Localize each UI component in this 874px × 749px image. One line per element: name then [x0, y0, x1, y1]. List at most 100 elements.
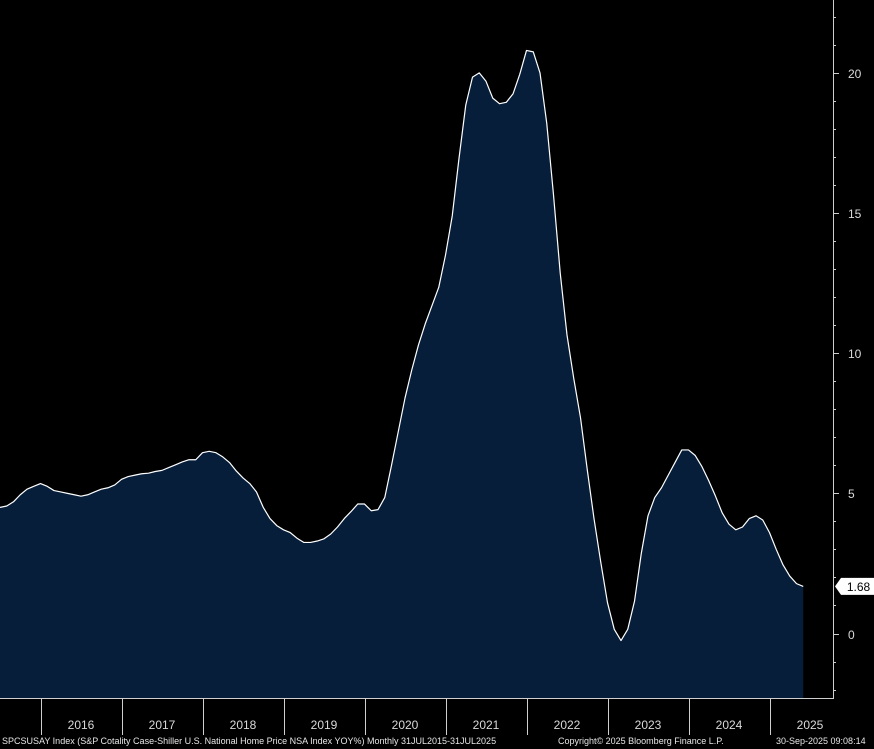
x-tick-label: 2020 — [392, 718, 419, 732]
data-point — [344, 518, 345, 519]
last-value-label: 1.68 — [847, 580, 871, 594]
data-point — [776, 549, 777, 550]
footer-security: SPCSUSAY Index (S&P Cotality Case-Shille… — [2, 736, 497, 746]
data-point — [215, 452, 216, 453]
x-tick-label: 2022 — [554, 718, 581, 732]
data-point — [242, 477, 243, 478]
data-point — [290, 532, 291, 533]
data-point — [728, 524, 729, 525]
data-point — [350, 511, 351, 512]
data-point — [425, 323, 426, 324]
y-tick-label: 0 — [848, 628, 855, 642]
data-point — [67, 493, 68, 494]
data-point — [479, 72, 480, 73]
data-point — [755, 515, 756, 516]
data-point — [681, 449, 682, 450]
y-axis: 0 5 10 15 20 — [833, 0, 862, 698]
data-point — [519, 74, 520, 75]
data-point — [769, 532, 770, 533]
series-line — [0, 49, 804, 642]
footer-bar: SPCSUSAY Index (S&P Cotality Case-Shille… — [0, 735, 874, 749]
data-point — [708, 480, 709, 481]
data-point — [202, 452, 203, 453]
data-point — [195, 459, 196, 460]
data-point — [47, 486, 48, 487]
data-point — [229, 462, 230, 463]
data-point — [492, 98, 493, 99]
data-point — [182, 461, 183, 462]
data-point — [485, 81, 486, 82]
data-point — [87, 494, 88, 495]
y-tick-label: 5 — [848, 487, 855, 501]
data-point — [188, 459, 189, 460]
footer-copyright: Copyright© 2025 Bloomberg Finance L.P. — [558, 736, 724, 746]
data-point — [283, 529, 284, 530]
data-point — [80, 496, 81, 497]
x-tick-label: 2025 — [797, 718, 824, 732]
data-point — [175, 464, 176, 465]
data-point — [600, 561, 601, 562]
x-tick-label: 2023 — [635, 718, 662, 732]
data-point — [654, 497, 655, 498]
data-point — [371, 510, 372, 511]
data-point — [101, 489, 102, 490]
data-point — [627, 629, 628, 630]
data-point — [26, 489, 27, 490]
data-point — [661, 487, 662, 488]
data-point — [411, 369, 412, 370]
data-point — [695, 455, 696, 456]
series-area — [0, 50, 804, 698]
data-point — [458, 158, 459, 159]
data-point — [539, 72, 540, 73]
data-point — [317, 540, 318, 541]
data-point — [438, 287, 439, 288]
x-axis: 2016 2017 2018 2019 2020 2021 2022 2023 2024 2025 — [0, 698, 834, 735]
data-point — [114, 484, 115, 485]
data-point — [236, 470, 237, 471]
data-point — [74, 494, 75, 495]
x-tick-label: 2017 — [149, 718, 176, 732]
data-point — [53, 490, 54, 491]
data-point — [735, 529, 736, 530]
data-point — [6, 505, 7, 506]
data-point — [803, 586, 804, 587]
data-point — [364, 503, 365, 504]
x-tick-label: 2019 — [311, 718, 338, 732]
data-point — [641, 553, 642, 554]
data-point — [465, 105, 466, 106]
y-tick-label: 20 — [848, 67, 862, 81]
data-point — [330, 533, 331, 534]
data-point — [263, 507, 264, 508]
x-tick-label: 2018 — [230, 718, 257, 732]
data-point — [722, 512, 723, 513]
data-point — [607, 602, 608, 603]
data-point — [276, 525, 277, 526]
data-point — [148, 473, 149, 474]
data-point — [506, 102, 507, 103]
data-point — [33, 486, 34, 487]
data-point — [418, 344, 419, 345]
data-point — [107, 487, 108, 488]
data-point — [526, 50, 527, 51]
data-point — [377, 509, 378, 510]
data-point — [20, 494, 21, 495]
x-tick-label: 2024 — [716, 718, 743, 732]
data-point — [256, 491, 257, 492]
data-point — [634, 601, 635, 602]
x-tick-label: 2016 — [68, 718, 95, 732]
data-point — [546, 123, 547, 124]
data-point — [296, 538, 297, 539]
data-point — [249, 483, 250, 484]
data-point — [445, 254, 446, 255]
data-point — [13, 501, 14, 502]
data-point — [512, 93, 513, 94]
data-point — [566, 334, 567, 335]
data-point — [614, 629, 615, 630]
data-point — [155, 471, 156, 472]
data-point — [391, 465, 392, 466]
data-point — [384, 497, 385, 498]
data-point — [337, 526, 338, 527]
last-value-group: 1.68 — [835, 577, 874, 595]
data-point — [789, 575, 790, 576]
